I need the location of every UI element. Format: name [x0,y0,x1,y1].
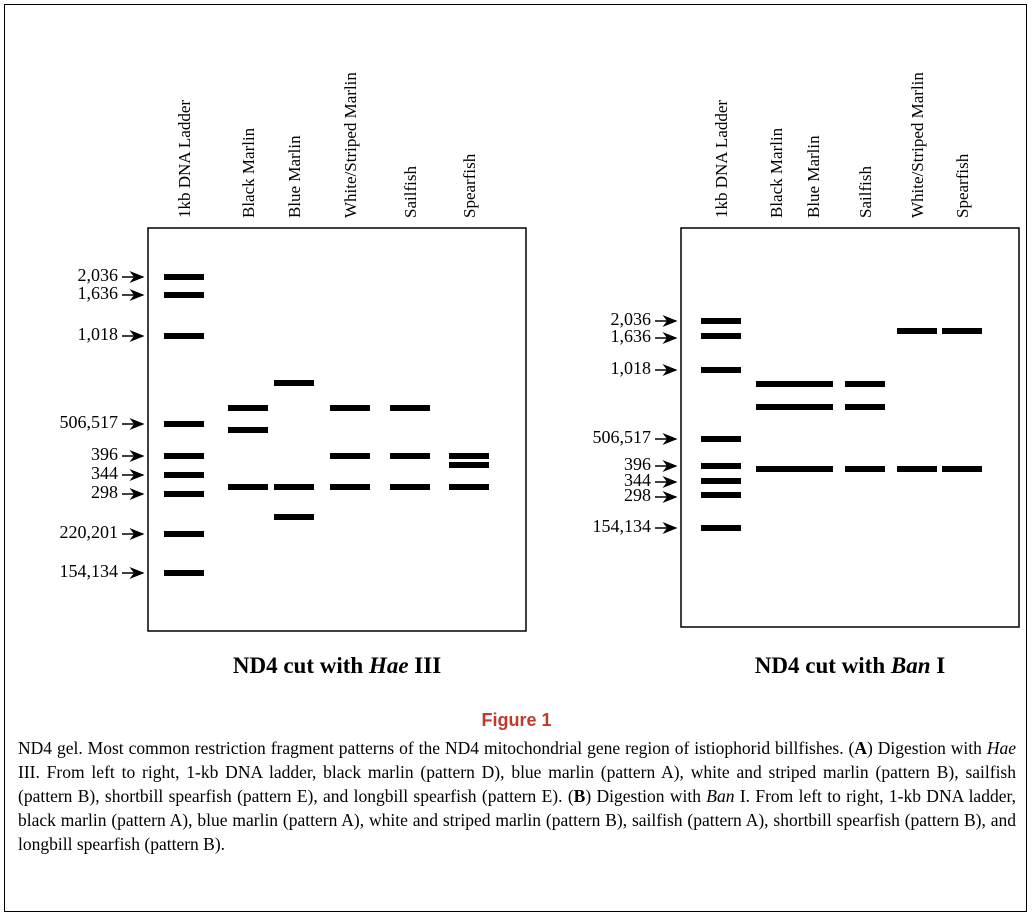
gel-band [164,453,204,459]
lane-label: Blue Marlin [285,135,304,218]
caption-text: A [854,738,867,758]
figure-caption: ND4 gel. Most common restriction fragmen… [18,736,1016,856]
lane-label: Blue Marlin [804,135,823,218]
gel-band [330,484,370,490]
gel-band [164,292,204,298]
gel-band [701,367,741,373]
panel-title-part: ND4 cut with [755,653,891,678]
marker-label: 506,517 [60,412,119,432]
caption-text: ) Digestion with [585,786,706,806]
gel-band [701,463,741,469]
gel-band [164,531,204,537]
gel-band [897,466,937,472]
lane-label: 1kb DNA Ladder [175,100,194,218]
panel-title-part: I [931,653,946,678]
lane-label: Black Marlin [767,127,786,218]
gel-band [164,421,204,427]
gel-band [701,318,741,324]
marker-label: 1,018 [78,324,119,344]
gel-band [793,404,833,410]
gel-band [756,466,796,472]
gel-band [701,436,741,442]
lane-label: Black Marlin [239,127,258,218]
gel-band [330,405,370,411]
gel-band [701,478,741,484]
gel-band [274,484,314,490]
gel-band [449,484,489,490]
gel-band [390,484,430,490]
gel-box [681,228,1019,627]
gel-band [228,405,268,411]
gel-band [756,381,796,387]
gel-band [793,466,833,472]
marker-label: 2,036 [78,265,119,285]
lane-label: Spearfish [460,153,479,218]
gel-band [942,466,982,472]
gel-band [164,274,204,280]
lane-label: Sailfish [856,166,875,218]
marker-label: 1,636 [78,283,119,303]
gel-box [148,228,526,631]
marker-label: 396 [91,444,118,464]
gel-band [390,453,430,459]
lane-label: White/Striped Marlin [908,72,927,218]
gel-band [274,380,314,386]
gel-band [390,405,430,411]
gel-band [701,525,741,531]
panel-title: ND4 cut with Ban I [755,653,945,678]
caption-text: B [574,786,586,806]
marker-label: 298 [624,485,651,505]
gel-band [449,462,489,468]
gel-band [164,472,204,478]
gel-band [942,328,982,334]
gel-band [164,491,204,497]
gel-band [330,453,370,459]
marker-label: 344 [91,463,118,483]
gel-band [897,328,937,334]
gel-band [793,381,833,387]
lane-label: White/Striped Marlin [341,72,360,218]
panel-title: ND4 cut with Hae III [233,653,441,678]
gel-band [701,492,741,498]
lane-label: Spearfish [953,153,972,218]
marker-label: 298 [91,482,118,502]
caption-text: Hae [987,738,1016,758]
marker-label: 506,517 [593,427,652,447]
caption-text: ) Digestion with [867,738,987,758]
marker-label: 154,134 [593,516,652,536]
gel-band [845,466,885,472]
gel-band [228,427,268,433]
page: 1kb DNA Ladder Black Marlin Blue Marlin Whi… [0,0,1033,918]
lane-label: Sailfish [401,166,420,218]
gel-band [756,404,796,410]
marker-label: 1,636 [611,326,652,346]
caption-text: Ban [706,786,734,806]
panel-title-part: Ban [890,653,931,678]
gel-band [449,453,489,459]
gel-band [228,484,268,490]
gel-band [164,570,204,576]
gel-band [845,381,885,387]
gel-band [274,514,314,520]
marker-label: 220,201 [60,522,119,542]
panel-title-part: Hae [368,653,409,678]
marker-label: 1,018 [611,358,652,378]
gel-band [164,333,204,339]
figure-title: Figure 1 [0,710,1033,731]
panel-title-part: III [409,653,442,678]
marker-label: 154,134 [60,561,119,581]
caption-text: ND4 gel. Most common restriction fragmen… [18,738,854,758]
lane-label: 1kb DNA Ladder [712,100,731,218]
gel-band [701,333,741,339]
gel-band [845,404,885,410]
panel-title-part: ND4 cut with [233,653,369,678]
